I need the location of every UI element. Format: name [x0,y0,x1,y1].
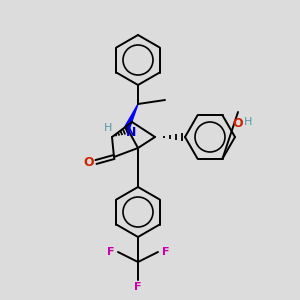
Text: N: N [126,127,136,140]
Text: H: H [244,117,252,127]
Text: H: H [104,123,112,133]
Text: F: F [106,247,114,257]
Text: O: O [233,117,243,130]
Text: F: F [162,247,169,257]
Text: F: F [134,282,142,292]
Polygon shape [125,104,138,129]
Text: O: O [84,155,94,169]
